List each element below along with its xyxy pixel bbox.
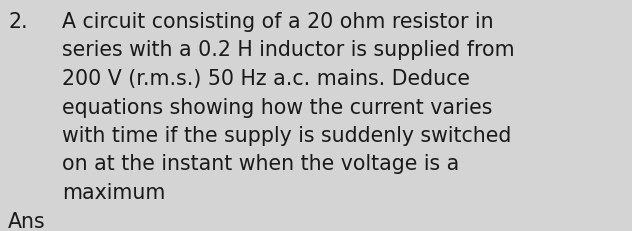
Text: 200 V (r.m.s.) 50 Hz a.c. mains. Deduce: 200 V (r.m.s.) 50 Hz a.c. mains. Deduce xyxy=(62,69,470,89)
Text: maximum: maximum xyxy=(62,182,166,202)
Text: series with a 0.2 H inductor is supplied from: series with a 0.2 H inductor is supplied… xyxy=(62,40,514,60)
Text: on at the instant when the voltage is a: on at the instant when the voltage is a xyxy=(62,154,459,174)
Text: 2.: 2. xyxy=(8,12,28,32)
Text: A circuit consisting of a 20 ohm resistor in: A circuit consisting of a 20 ohm resisto… xyxy=(62,12,494,32)
Text: Ans: Ans xyxy=(8,211,46,231)
Text: with time if the supply is suddenly switched: with time if the supply is suddenly swit… xyxy=(62,125,511,145)
Text: equations showing how the current varies: equations showing how the current varies xyxy=(62,97,492,117)
